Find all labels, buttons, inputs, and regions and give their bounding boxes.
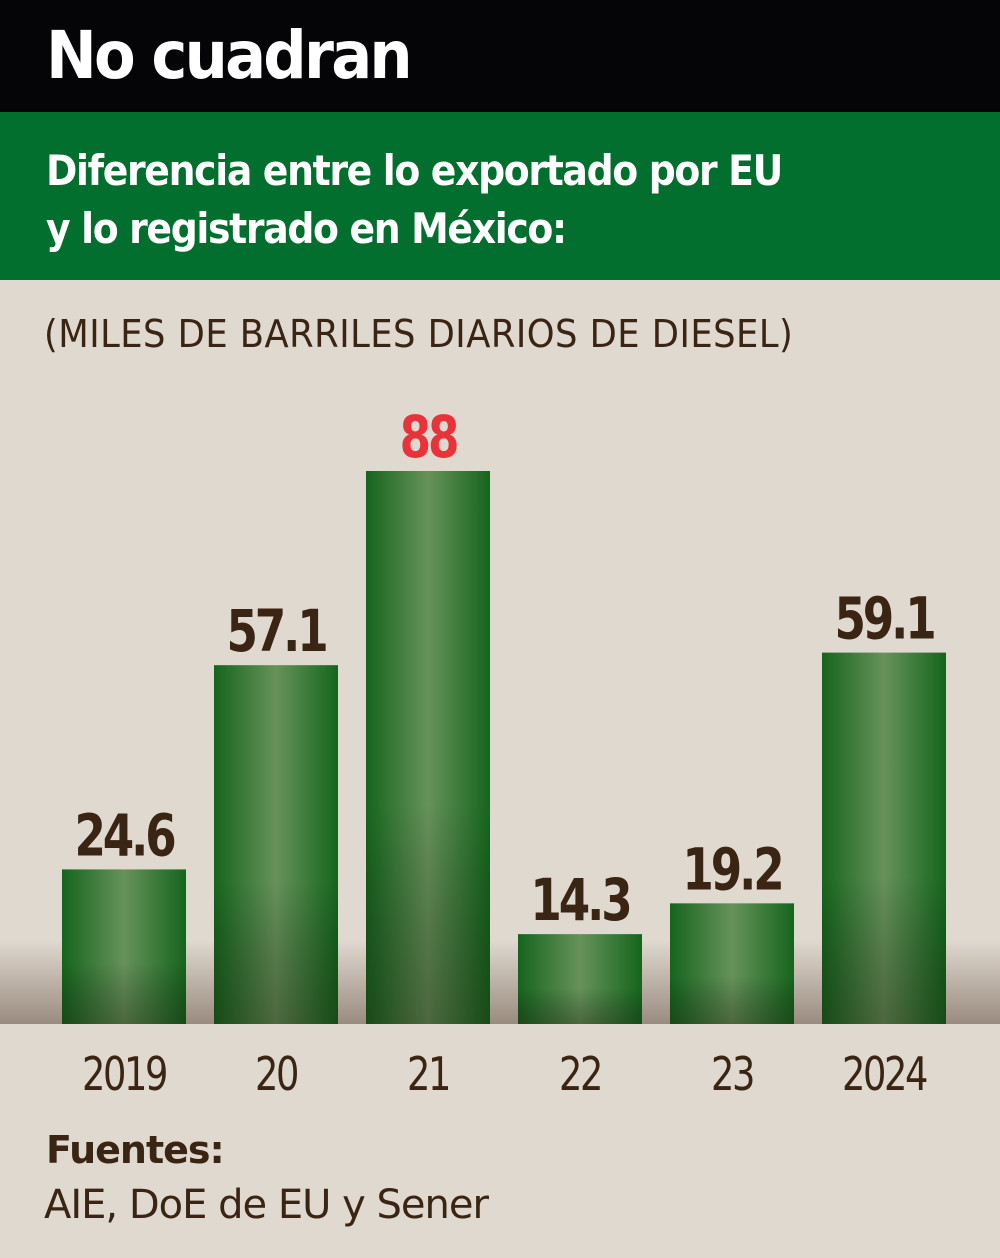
bar-group: 24.6 2019 (62, 803, 186, 1101)
bar-group: 59.1 2024 (822, 586, 946, 1101)
bar-shading (214, 665, 338, 1024)
value-label: 19.2 (682, 837, 781, 904)
value-label: 24.6 (74, 803, 174, 870)
bar-group: 19.2 23 (670, 837, 794, 1101)
x-tick-label: 22 (559, 1047, 601, 1101)
sources-heading: Fuentes: (46, 1128, 225, 1172)
x-tick-label: 23 (711, 1047, 753, 1101)
x-tick-label: 21 (407, 1047, 449, 1101)
bar-group: 88 21 (366, 405, 490, 1101)
value-label: 57.1 (226, 599, 325, 666)
x-tick-label: 2019 (82, 1047, 166, 1101)
value-label: 88 (400, 405, 457, 472)
bar-shading (518, 934, 642, 1024)
chart-title: No cuadran (46, 17, 413, 94)
header-bar: No cuadran (0, 0, 1000, 112)
y-axis-unit-label: (MILES DE BARRILES DIARIOS DE DIESEL) (44, 312, 794, 356)
bar-group: 57.1 20 (214, 599, 338, 1101)
bar-group: 14.3 22 (518, 868, 642, 1101)
subtitle-band: Diferencia entre lo exportado por EU y l… (0, 112, 1000, 280)
subtitle-line-1: Diferencia entre lo exportado por EU (46, 146, 783, 195)
value-label: 14.3 (530, 868, 629, 935)
subtitle-line-2: y lo registrado en México: (46, 204, 567, 253)
bar-shading (822, 652, 946, 1024)
sources-text: AIE, DoE de EU y Sener (44, 1182, 489, 1228)
x-tick-label: 20 (255, 1047, 297, 1101)
value-label: 59.1 (834, 586, 933, 653)
bar-shading (62, 869, 186, 1024)
x-tick-label: 2024 (842, 1047, 927, 1101)
chart-subtitle: Diferencia entre lo exportado por EU y l… (46, 142, 783, 258)
bar-shading (670, 903, 794, 1024)
bar-shading (366, 471, 490, 1024)
